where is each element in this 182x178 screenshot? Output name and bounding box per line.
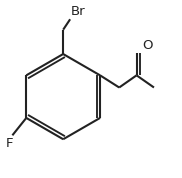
Text: F: F — [6, 137, 13, 150]
Text: O: O — [142, 39, 152, 52]
Text: Br: Br — [71, 4, 86, 17]
